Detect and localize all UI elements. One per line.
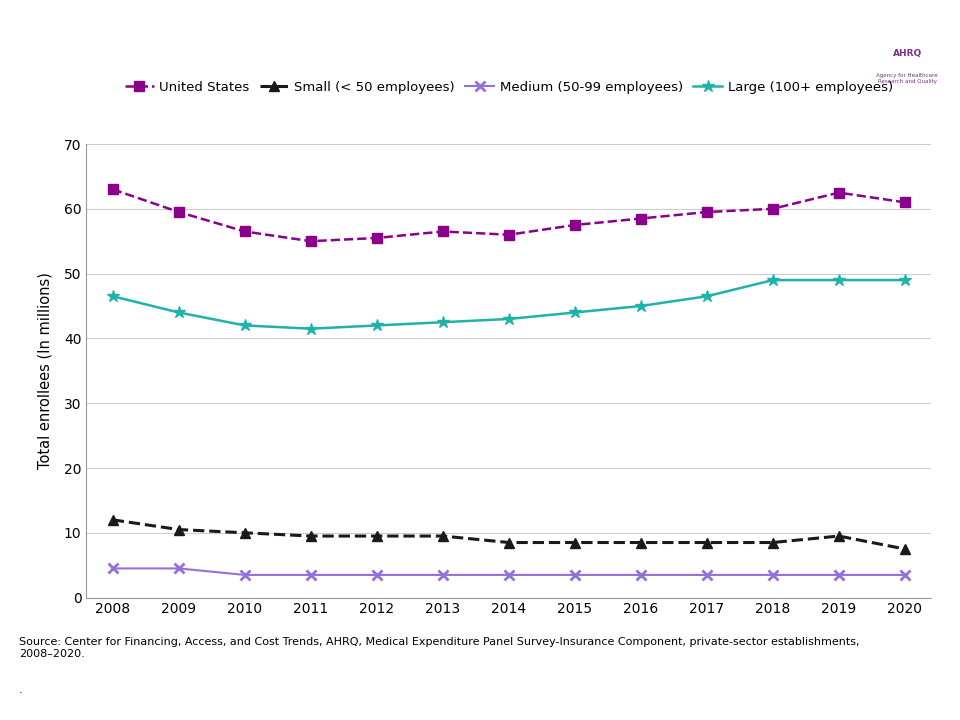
Legend: United States, Small (< 50 employees), Medium (50-99 employees), Large (100+ emp: United States, Small (< 50 employees), M…	[119, 76, 899, 99]
Text: AHRQ: AHRQ	[893, 49, 922, 58]
Text: Source: Center for Financing, Access, and Cost Trends, AHRQ, Medical Expenditure: Source: Center for Financing, Access, an…	[19, 637, 860, 659]
Ellipse shape	[823, 19, 960, 137]
Text: Agency for Healthcare
Research and Quality: Agency for Healthcare Research and Quali…	[876, 73, 938, 84]
Text: Figure 2. Total number (in millions)  of private-sector enrollees in
employer-sp: Figure 2. Total number (in millions) of …	[110, 18, 754, 89]
Text: .: .	[19, 685, 23, 696]
Y-axis label: Total enrollees (In millions): Total enrollees (In millions)	[37, 272, 53, 469]
